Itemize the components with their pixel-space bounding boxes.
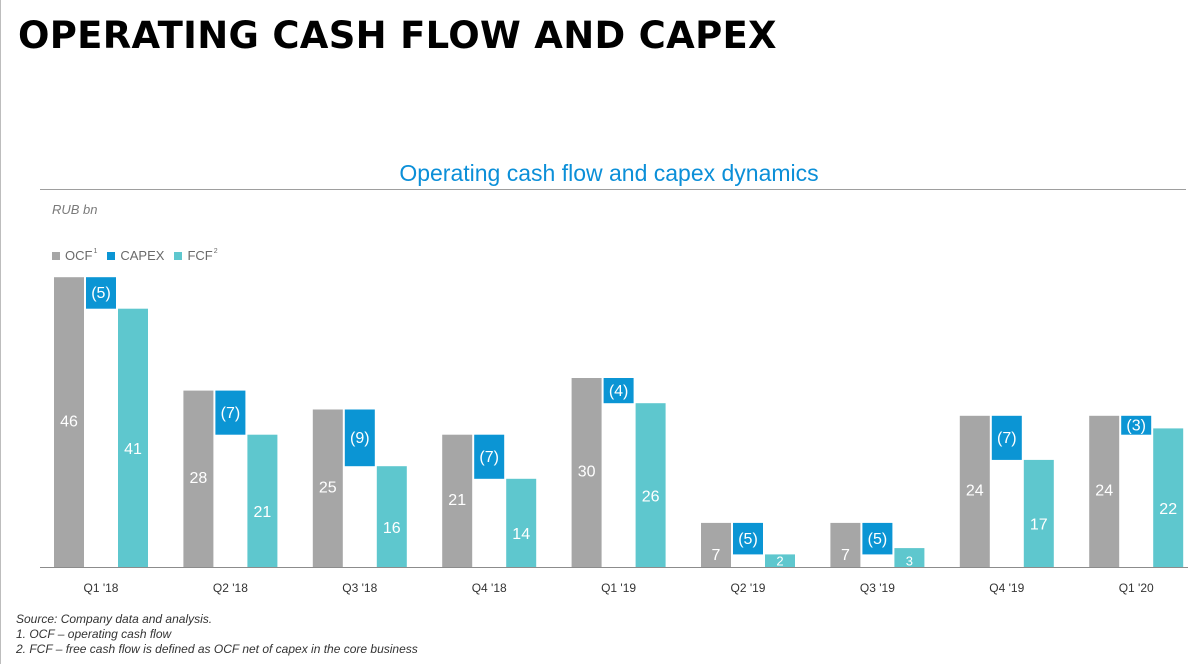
x-tick-label: Q3 '19 bbox=[860, 581, 895, 595]
legend-text-fcf: FCF bbox=[187, 248, 213, 263]
capex-value-label: (4) bbox=[609, 383, 629, 400]
capex-value-label: (5) bbox=[91, 285, 111, 302]
ocf-bar bbox=[183, 390, 214, 567]
legend-label-ocf: OCF1 bbox=[65, 248, 97, 263]
fcf-value-label: 41 bbox=[124, 441, 142, 458]
ocf-value-label: 24 bbox=[966, 483, 984, 500]
capex-bar bbox=[215, 390, 246, 435]
ocf-bar bbox=[54, 277, 84, 567]
x-tick-label: Q1 '20 bbox=[1119, 581, 1154, 595]
capex-value-label: (7) bbox=[479, 449, 499, 466]
ocf-value-label: 25 bbox=[319, 479, 337, 496]
capex-bar bbox=[1121, 415, 1152, 435]
capex-bar bbox=[991, 415, 1022, 460]
x-tick-label: Q4 '19 bbox=[989, 581, 1024, 595]
fcf-value-label: 14 bbox=[512, 526, 530, 543]
ocf-value-label: 24 bbox=[1095, 483, 1113, 500]
fcf-bar bbox=[118, 308, 148, 567]
capex-bar bbox=[474, 434, 505, 479]
capex-value-label: (3) bbox=[1126, 417, 1146, 434]
fcf-value-label: 3 bbox=[906, 553, 913, 568]
fcf-value-label: 21 bbox=[254, 504, 272, 521]
ocf-value-label: 28 bbox=[190, 470, 208, 487]
legend-swatch-ocf bbox=[52, 251, 60, 260]
x-tick-label: Q2 '18 bbox=[213, 581, 248, 595]
fcf-bar bbox=[1153, 428, 1184, 567]
x-tick-label: Q3 '18 bbox=[342, 581, 377, 595]
fcf-bar bbox=[894, 548, 925, 567]
legend-item-capex: CAPEX bbox=[107, 248, 164, 263]
x-tick-label: Q1 '18 bbox=[84, 581, 119, 595]
fcf-bar bbox=[1023, 459, 1054, 567]
fcf-bar bbox=[635, 403, 666, 567]
x-tick-label: Q4 '18 bbox=[472, 581, 507, 595]
fcf-value-label: 22 bbox=[1159, 501, 1177, 518]
footnote-fcf: 2. FCF – free cash flow is defined as OC… bbox=[16, 642, 418, 656]
legend-label-capex: CAPEX bbox=[120, 248, 164, 263]
capex-bar bbox=[603, 378, 634, 404]
capex-value-label: (7) bbox=[221, 405, 241, 422]
legend-swatch-fcf bbox=[174, 251, 183, 260]
fcf-bar bbox=[376, 466, 407, 567]
legend-label-fcf: FCF2 bbox=[187, 248, 217, 263]
legend-swatch-capex bbox=[107, 251, 116, 260]
ocf-value-label: 30 bbox=[578, 464, 596, 481]
legend-item-fcf: FCF2 bbox=[174, 248, 218, 263]
page-title: OPERATING CASH FLOW AND CAPEX bbox=[18, 14, 777, 57]
fcf-bar bbox=[506, 478, 537, 567]
chart-unit-label: RUB bn bbox=[52, 202, 98, 217]
capex-value-label: (9) bbox=[350, 430, 370, 447]
ocf-bar bbox=[312, 409, 343, 567]
capex-bar bbox=[862, 522, 893, 555]
legend-text-ocf: OCF bbox=[65, 248, 93, 263]
capex-value-label: (5) bbox=[868, 531, 888, 548]
ocf-value-label: 21 bbox=[448, 492, 466, 509]
fcf-bar bbox=[247, 434, 278, 567]
ocf-bar bbox=[959, 415, 990, 567]
chart-title: Operating cash flow and capex dynamics bbox=[399, 160, 819, 186]
ocf-value-label: 7 bbox=[712, 547, 721, 564]
ocf-bar bbox=[830, 522, 861, 567]
legend-text-capex: CAPEX bbox=[120, 248, 165, 263]
footnotes: Source: Company data and analysis. 1. OC… bbox=[16, 612, 418, 657]
legend-footnote-ocf: 1 bbox=[93, 247, 98, 255]
capex-value-label: (5) bbox=[738, 531, 758, 548]
ocf-value-label: 46 bbox=[60, 413, 78, 430]
legend-item-ocf: OCF1 bbox=[52, 248, 97, 263]
fcf-value-label: 26 bbox=[642, 488, 660, 505]
fcf-value-label: 2 bbox=[776, 553, 783, 568]
ocf-bar bbox=[442, 434, 473, 567]
page-left-border bbox=[0, 0, 1, 664]
ocf-bar bbox=[571, 378, 602, 567]
fcf-value-label: 16 bbox=[383, 520, 401, 537]
x-tick-label: Q2 '19 bbox=[731, 581, 766, 595]
capex-bar bbox=[344, 409, 375, 467]
ocf-value-label: 7 bbox=[841, 547, 850, 564]
legend-footnote-fcf: 2 bbox=[213, 247, 218, 255]
ocf-bar bbox=[701, 522, 731, 567]
source-note: Source: Company data and analysis. bbox=[16, 612, 213, 626]
chart-title-divider bbox=[40, 189, 1186, 190]
x-tick-label: Q1 '19 bbox=[601, 581, 636, 595]
ocf-bar bbox=[1089, 415, 1120, 567]
fcf-value-label: 17 bbox=[1030, 517, 1048, 534]
capex-bar bbox=[733, 522, 763, 555]
capex-value-label: (7) bbox=[997, 430, 1017, 447]
footnote-ocf: 1. OCF – operating cash flow bbox=[16, 627, 172, 641]
fcf-bar bbox=[765, 554, 795, 567]
capex-bar bbox=[86, 277, 116, 309]
chart-legend: OCF1 CAPEX FCF2 bbox=[52, 248, 228, 263]
